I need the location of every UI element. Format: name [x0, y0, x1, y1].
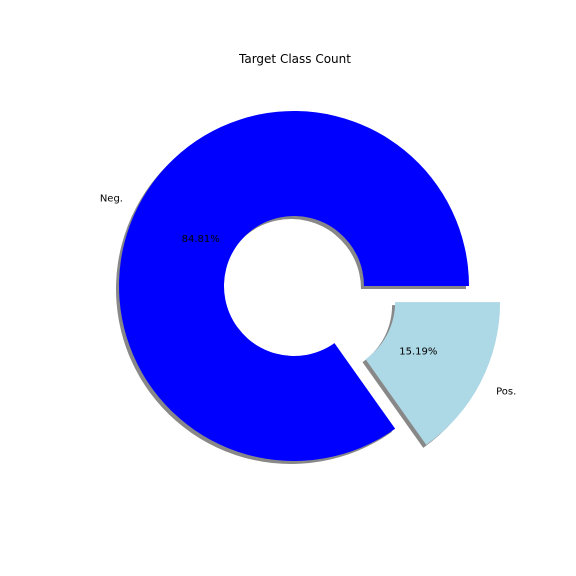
chart-title: Target Class Count [238, 52, 351, 66]
slice-label-neg: Neg. [100, 194, 123, 205]
label-layer: Neg. 84.81% Pos. 15.19% [100, 194, 516, 398]
percent-label-pos: 15.19% [399, 346, 437, 357]
percent-label-neg: 84.81% [182, 234, 220, 245]
slice-label-pos: Pos. [496, 386, 516, 397]
slice-pos [365, 302, 501, 445]
slice-layer [119, 110, 501, 461]
slice-neg [119, 110, 470, 461]
